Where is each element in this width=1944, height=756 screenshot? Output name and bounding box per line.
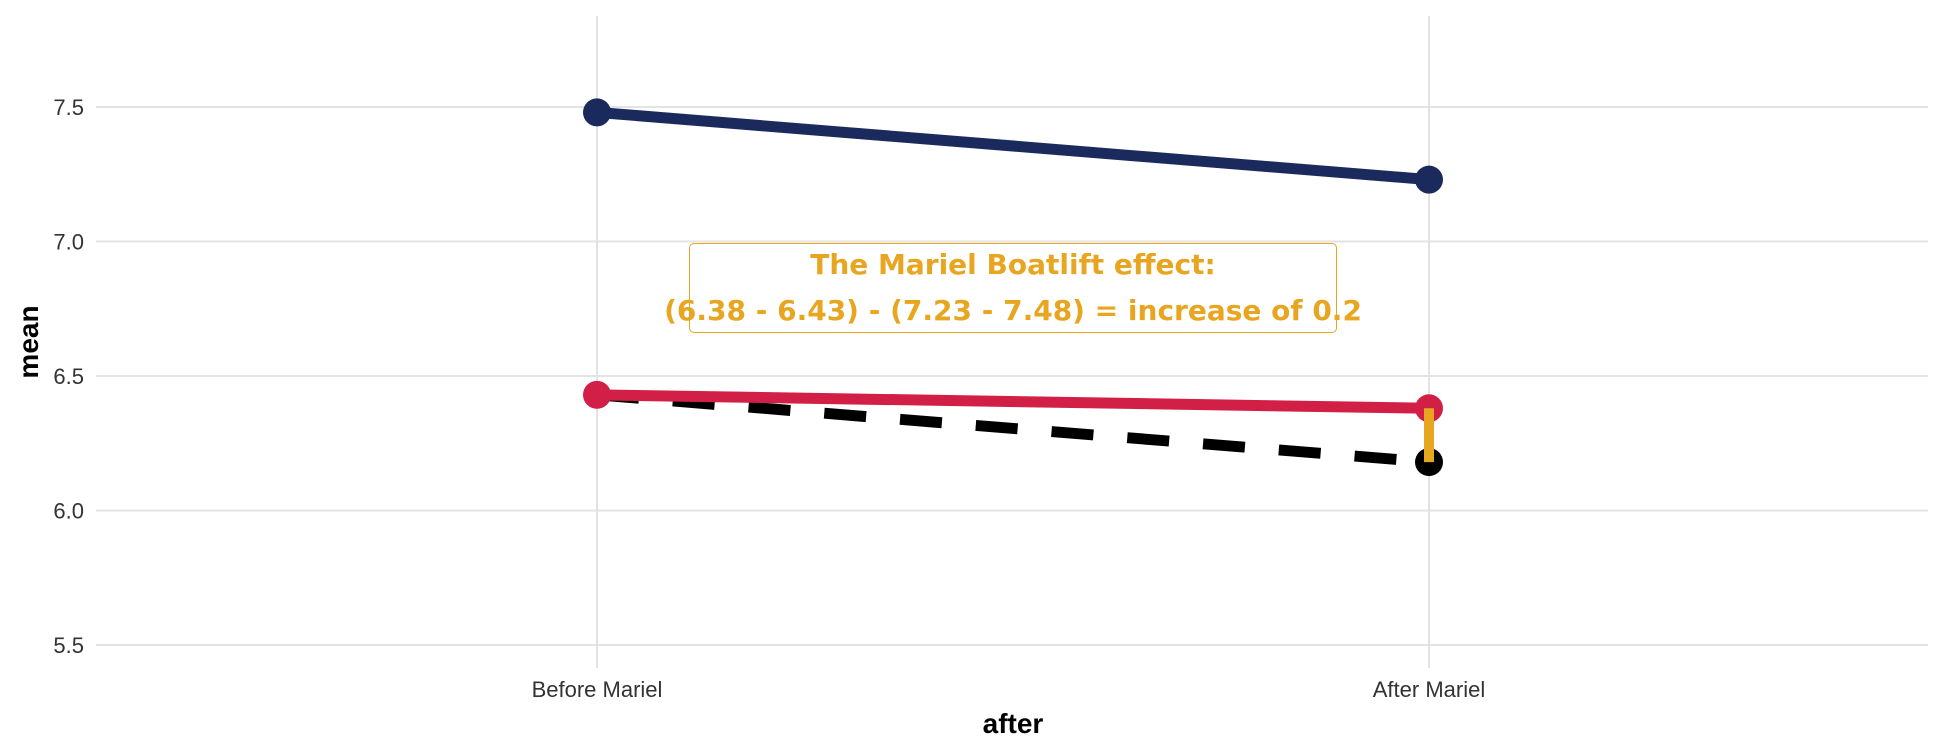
- y-axis-title: mean: [13, 305, 44, 378]
- annotation-line-2: (6.38 - 6.43) - (7.23 - 7.48) = increase…: [664, 294, 1362, 327]
- series-point-treated: [583, 380, 611, 409]
- y-tick-label: 7.5: [53, 95, 84, 120]
- x-tick-label: After Mariel: [1373, 677, 1485, 702]
- x-axis-ticks: Before Mariel After Mariel: [532, 677, 1486, 702]
- y-tick-label: 5.5: [53, 633, 84, 658]
- grid: [96, 16, 1928, 668]
- annotation-line-1: The Mariel Boatlift effect:: [810, 248, 1216, 281]
- series-point-top: [583, 98, 611, 127]
- series-line-top: [596, 106, 1430, 186]
- y-axis-ticks: 5.5 6.0 6.5 7.0 7.5: [53, 95, 84, 658]
- y-tick-label: 6.5: [53, 364, 84, 389]
- series-line-counterfactual: [596, 389, 1430, 468]
- x-tick-label: Before Mariel: [532, 677, 663, 702]
- x-axis-title: after: [983, 708, 1044, 739]
- annotation-box: The Mariel Boatlift effect: (6.38 - 6.43…: [664, 243, 1362, 333]
- y-tick-label: 6.0: [53, 499, 84, 524]
- series-layer: [583, 98, 1443, 477]
- y-tick-label: 7.0: [53, 230, 84, 255]
- series-point-top: [1415, 165, 1443, 194]
- series-line-treated: [596, 389, 1430, 414]
